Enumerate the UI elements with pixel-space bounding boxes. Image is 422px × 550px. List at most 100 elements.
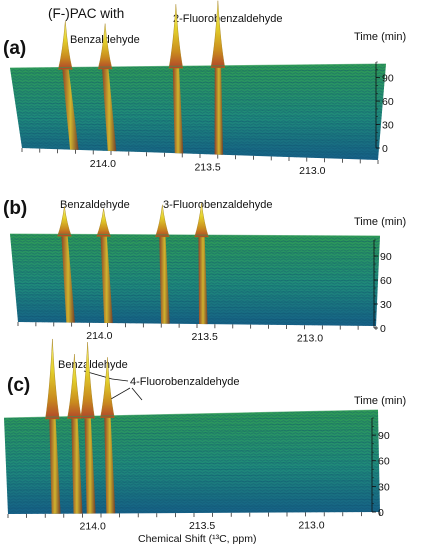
trace-line (10, 239, 380, 242)
panel-b-surface (9, 203, 381, 326)
x-tick-label: 213.5 (192, 331, 218, 343)
panel-b-annotation-1: Benzaldehyde (60, 199, 130, 211)
trace-line (18, 122, 381, 131)
y-tick-label: 30 (378, 481, 390, 493)
trace-line (21, 142, 379, 155)
panel-a: (a) Benzaldehyde 2-Fluorobenzaldehyde Ti… (3, 0, 406, 177)
peak-ridge (104, 415, 116, 514)
y-tick-label: 0 (378, 507, 384, 519)
y-tick-label: 90 (378, 430, 390, 442)
trace-line (4, 428, 379, 437)
y-tick-label: 90 (380, 251, 392, 263)
trace-line (7, 492, 380, 497)
trace-line (16, 112, 382, 119)
trace-line (15, 102, 383, 107)
surface-back-edge (3, 409, 379, 419)
x-tick-label: 214.0 (90, 158, 116, 170)
trace-line (19, 132, 380, 143)
y-tick-label: 30 (380, 299, 392, 311)
trace-line (18, 127, 381, 137)
trace-line (5, 448, 379, 455)
trace-line (16, 305, 377, 310)
panel-c-ylabel: Time (min) (354, 395, 406, 407)
peak-ridge (101, 66, 117, 152)
peak-ridge (198, 235, 208, 325)
peak (194, 203, 209, 238)
panel-a-label: (a) (3, 38, 26, 59)
trace-line (6, 486, 380, 491)
trace-line (11, 255, 380, 259)
panel-c-annotation-1: Benzaldehyde (58, 359, 128, 371)
peak (155, 204, 170, 238)
trace-line (17, 316, 377, 321)
panel-c-annotation-2: 4-Fluorobenzaldehyde (130, 376, 239, 388)
trace-line (10, 69, 386, 74)
x-tick-label: 214.0 (86, 330, 112, 342)
panel-b-annotation-2: 3-Fluorobenzaldehyde (163, 199, 272, 211)
peak-ridge (159, 234, 170, 324)
trace-line (4, 422, 379, 431)
y-tick-label: 90 (382, 73, 394, 85)
y-tick-label: 0 (380, 323, 386, 335)
peak (210, 0, 226, 68)
figure-heading: (F-)PAC with (48, 6, 124, 21)
surface-back-edge (9, 233, 381, 237)
peak (67, 354, 82, 419)
trace-line (4, 416, 379, 425)
panel-c-leader-4 (131, 387, 143, 401)
panel-b-ticks: 214.0 213.5 213.0 0 30 60 90 (17, 239, 392, 344)
x-tick-label: 214.0 (80, 521, 106, 533)
panel-c: (c) Benzaldehyde 4-Fluorobenzaldehyde Ti… (3, 338, 406, 545)
trace-line (4, 435, 379, 443)
panel-c-xlabel: Chemical Shift (¹³C, ppm) (138, 533, 256, 545)
trace-line (20, 137, 380, 149)
trace-line (6, 473, 380, 479)
peak (96, 208, 111, 237)
peak-ridge (214, 65, 224, 155)
surface-back-edge (9, 63, 387, 69)
peak-ridge (62, 67, 79, 150)
trace-line (13, 277, 379, 282)
panel-b-label: (b) (3, 198, 27, 219)
peak (100, 357, 115, 418)
peak-ridge (61, 234, 75, 323)
panel-a-surface (9, 0, 387, 160)
panel-c-surface (3, 338, 380, 514)
panel-b-ylabel: Time (min) (354, 216, 406, 228)
x-tick-label: 213.5 (194, 161, 220, 173)
trace-line (15, 294, 378, 299)
panel-c-ticks: 214.0 213.5 213.0 0 30 60 90 (7, 417, 390, 533)
peak-ridge (49, 416, 61, 514)
trace-line (14, 283, 378, 287)
peak-ridge (172, 66, 184, 154)
trace-line (10, 244, 380, 248)
panel-a-annotation-2: 2-Fluorobenzaldehyde (173, 13, 282, 25)
peak (168, 4, 184, 69)
x-tick-label: 213.5 (189, 520, 215, 532)
x-tick-label: 213.0 (298, 519, 324, 531)
trace-line (12, 266, 379, 270)
panel-c-label: (c) (7, 375, 30, 396)
peak (57, 206, 72, 237)
trace-line (17, 117, 382, 125)
x-tick-label: 213.0 (297, 332, 323, 344)
y-tick-label: 0 (382, 143, 388, 155)
surface-texture (4, 410, 380, 514)
peak-ridge (100, 234, 113, 324)
trace-line (11, 250, 380, 254)
peak (45, 338, 60, 420)
peak (80, 342, 95, 419)
y-tick-label: 60 (378, 456, 390, 468)
peak-ridge (84, 416, 96, 514)
trace-line (7, 505, 380, 509)
trace-line (5, 454, 379, 461)
trace-line (12, 81, 385, 84)
trace-line (15, 107, 383, 113)
y-tick-label: 60 (380, 275, 392, 287)
trace-line (15, 299, 378, 304)
trace-line (11, 75, 386, 79)
x-tick-label: 213.0 (299, 165, 325, 177)
peak (58, 20, 73, 70)
